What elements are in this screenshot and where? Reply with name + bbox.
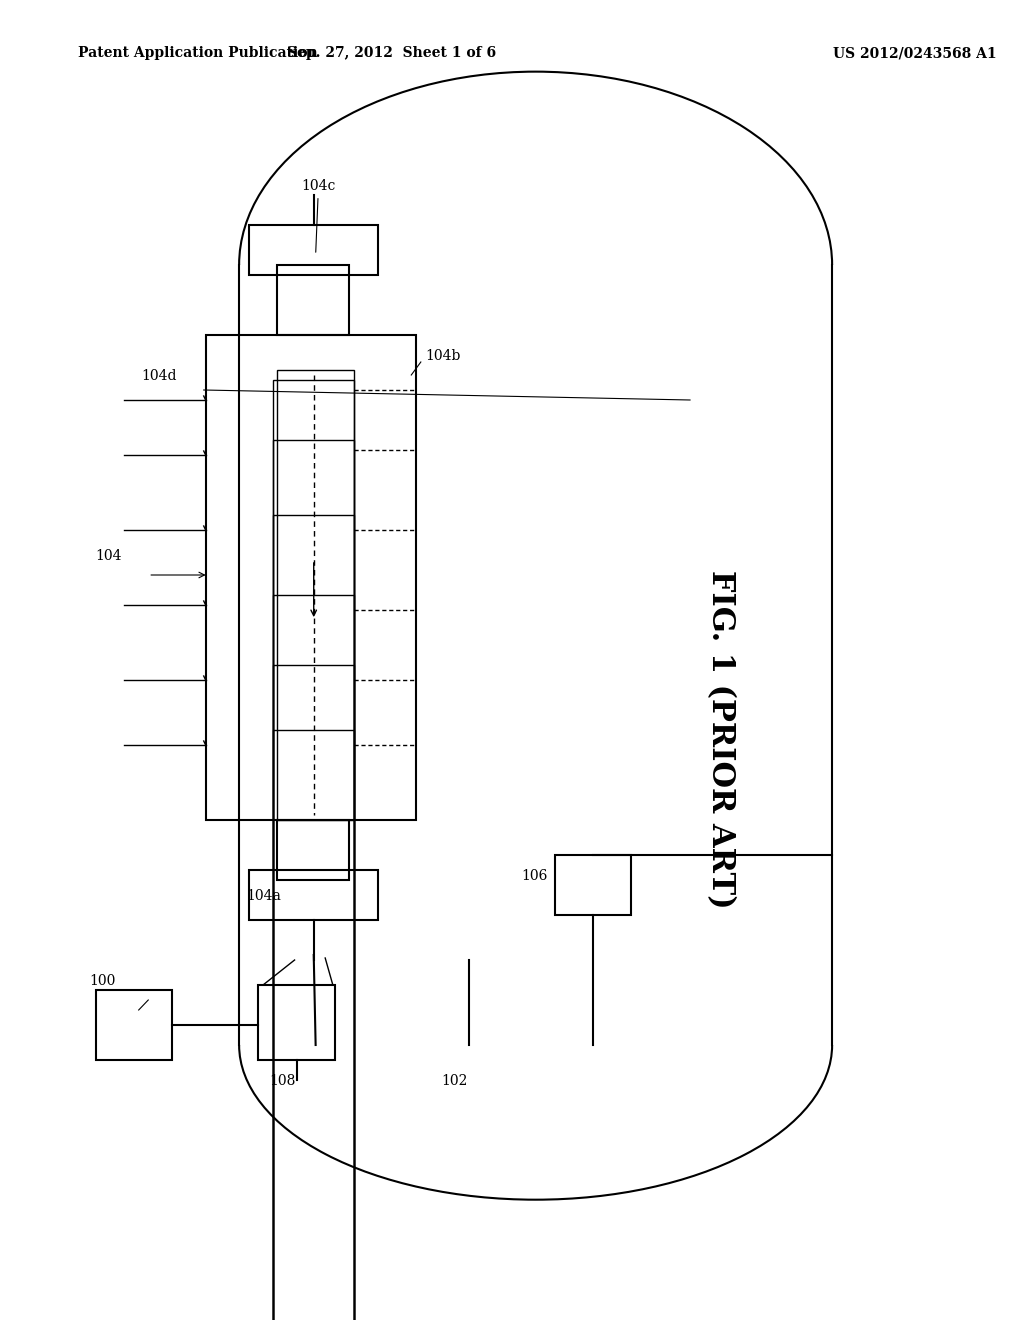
Bar bbox=[278, 820, 349, 880]
Text: FIG. 1 (PRIOR ART): FIG. 1 (PRIOR ART) bbox=[706, 570, 736, 908]
Bar bbox=[555, 855, 631, 915]
Bar bbox=[249, 870, 378, 920]
Bar bbox=[278, 265, 349, 335]
Bar bbox=[272, 595, 354, 1320]
Text: Sep. 27, 2012  Sheet 1 of 6: Sep. 27, 2012 Sheet 1 of 6 bbox=[287, 46, 497, 61]
Text: 100: 100 bbox=[89, 974, 116, 987]
Text: 104: 104 bbox=[95, 549, 122, 564]
Bar bbox=[249, 224, 378, 275]
Text: 106: 106 bbox=[521, 869, 548, 883]
Bar bbox=[95, 990, 172, 1060]
Text: 104b: 104b bbox=[426, 348, 461, 363]
Text: 104d: 104d bbox=[141, 370, 177, 383]
Bar bbox=[258, 985, 335, 1060]
Bar bbox=[272, 515, 354, 1320]
Bar bbox=[272, 665, 354, 1320]
Bar bbox=[278, 370, 354, 820]
Bar bbox=[206, 335, 416, 820]
Bar bbox=[272, 380, 354, 1320]
Bar bbox=[272, 440, 354, 1320]
Bar bbox=[272, 730, 354, 1320]
Text: 108: 108 bbox=[269, 1074, 295, 1088]
Text: 104c: 104c bbox=[301, 180, 336, 252]
Text: Patent Application Publication: Patent Application Publication bbox=[79, 46, 318, 61]
Text: 102: 102 bbox=[441, 1074, 468, 1088]
Text: 104a: 104a bbox=[247, 888, 282, 903]
Text: US 2012/0243568 A1: US 2012/0243568 A1 bbox=[833, 46, 996, 61]
